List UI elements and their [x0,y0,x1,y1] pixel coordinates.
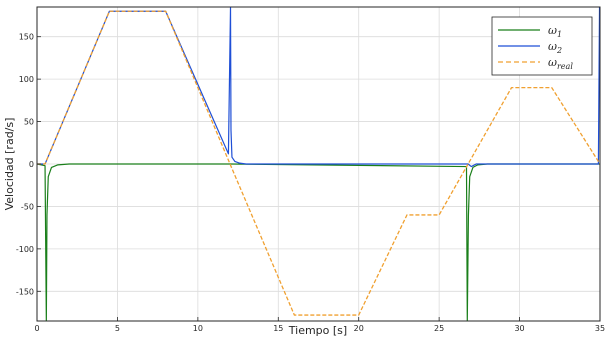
x-tick-label: 20 [354,324,364,333]
legend-label: ω2 [548,40,562,55]
x-tick-label: 5 [115,324,120,333]
x-tick-label: 10 [193,324,203,333]
series-layer [37,7,600,321]
legend-label: ωreal [548,56,573,71]
y-axis-label: Velocidad [rad/s] [3,118,16,211]
legend-symbol: ω [548,24,557,37]
y-tick-label: 100 [19,75,34,84]
legend-label: ω1 [548,24,562,39]
y-ticks: 150 100 50 0 -50 -100 -150 [16,33,41,296]
x-tick-label: 25 [434,324,444,333]
series-line-real [37,10,600,316]
y-tick-label: -50 [21,202,34,211]
legend-symbol: ω [548,40,557,53]
y-tick-label: 0 [29,160,34,169]
x-tick-label: 15 [273,324,283,333]
x-tick-label: 30 [514,324,524,333]
x-ticks: 0 5 10 15 20 25 30 35 [34,317,605,333]
series-line-1 [37,163,600,321]
legend-symbol: ω [548,56,557,69]
y-tick-label: 150 [19,33,34,42]
y-tick-label: 50 [24,118,34,127]
x-tick-label: 35 [595,324,605,333]
x-axis-label: Tiempo [s] [288,324,347,337]
x-tick-label: 0 [34,324,39,333]
legend-subscript: 1 [557,30,562,39]
legend-subscript: 2 [556,46,562,55]
y-tick-label: -150 [16,287,34,296]
legend-subscript: real [557,62,573,71]
y-tick-label: -100 [16,245,34,254]
